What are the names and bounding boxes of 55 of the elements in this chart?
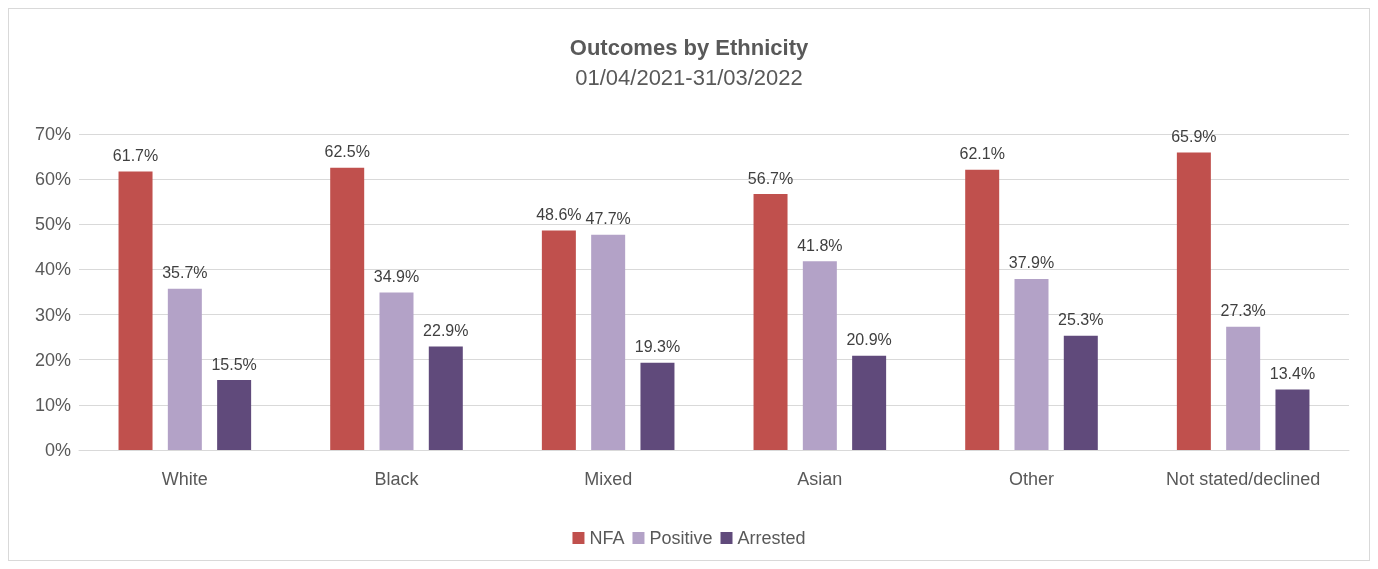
y-tick-label: 50% (34, 214, 71, 235)
data-label: 61.7% (112, 146, 159, 164)
data-label: 34.9% (373, 267, 420, 285)
chart-subtitle: 01/04/2021-31/03/2022 (575, 64, 803, 90)
legend-label: NFA (589, 528, 625, 548)
bar (217, 380, 252, 450)
bar (1275, 389, 1310, 450)
bar (965, 169, 1000, 450)
legend-label: Arrested (737, 528, 806, 548)
data-label: 62.5% (324, 143, 370, 161)
bar (591, 234, 626, 450)
data-label: 13.4% (1269, 365, 1316, 383)
y-tick-label: 40% (34, 259, 71, 280)
y-tick-label: 20% (34, 349, 71, 370)
data-label: 20.9% (846, 331, 892, 349)
data-label: 65.9% (1171, 128, 1217, 146)
y-tick-label: 60% (34, 169, 71, 190)
bar (802, 261, 837, 450)
chart-title: Outcomes by Ethnicity (569, 34, 809, 60)
bar (118, 171, 153, 450)
y-tick-label: 70% (34, 124, 71, 144)
bar (640, 362, 675, 450)
data-label: 22.9% (423, 322, 469, 340)
x-tick-label: Asian (797, 469, 843, 489)
y-tick-label: 0% (44, 440, 71, 460)
x-tick-label: White (161, 469, 208, 489)
bar (1176, 152, 1211, 450)
data-label: 41.8% (797, 236, 843, 254)
data-label: 56.7% (747, 169, 794, 187)
x-tick-label: Not stated/declined (1166, 469, 1321, 489)
bar (379, 292, 414, 450)
data-label: 19.3% (634, 338, 681, 356)
y-tick-label: 30% (34, 304, 71, 325)
bar (1063, 335, 1098, 450)
bar (1014, 278, 1049, 450)
data-label: 15.5% (211, 355, 257, 373)
bar (330, 167, 365, 450)
bar (428, 346, 463, 450)
legend-label: Positive (649, 528, 713, 548)
data-label: 48.6% (536, 206, 582, 224)
bar (541, 230, 576, 450)
x-tick-label: Black (374, 469, 420, 489)
data-label: 35.7% (162, 264, 208, 282)
bar (753, 194, 788, 450)
bar (1226, 326, 1261, 450)
bar (852, 355, 887, 450)
data-label: 27.3% (1220, 302, 1266, 320)
data-label: 25.3% (1058, 311, 1104, 329)
y-tick-label: 10% (34, 394, 71, 415)
data-label: 47.7% (585, 210, 631, 228)
data-label: 62.1% (959, 145, 1005, 163)
data-label: 37.9% (1008, 254, 1055, 272)
x-tick-label: Other (1008, 469, 1055, 489)
bar (167, 288, 202, 450)
x-tick-label: Mixed (584, 469, 633, 489)
